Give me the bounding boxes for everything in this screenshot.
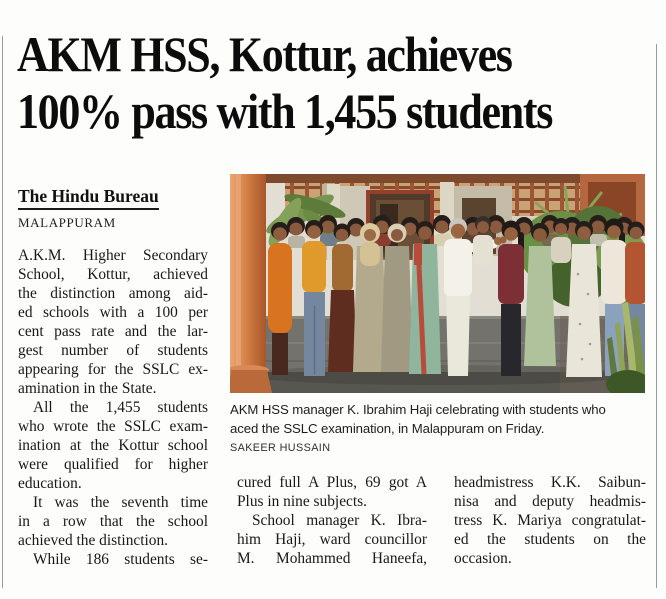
- article-line: School, Kottur, achieved: [18, 266, 208, 283]
- article-line: in a row that the school: [18, 513, 208, 530]
- article-line: were qualified for higher: [18, 456, 208, 473]
- byline: The Hindu Bureau MALAPPURAM: [18, 186, 208, 231]
- article-line: ed schools with a 100 per: [18, 304, 208, 321]
- article-line: occasion.: [454, 550, 512, 567]
- photo-woman-beige-hijab: [353, 223, 387, 372]
- photo-caption-line: aced the SSLC examination, in Malappuram…: [230, 421, 545, 436]
- photo-woman-green-saree: [409, 221, 441, 375]
- article-photo: [230, 174, 645, 393]
- article-line: cured full A Plus, 69 got A: [237, 474, 427, 491]
- photo-crowd: [268, 216, 645, 377]
- dateline-location: MALAPPURAM: [18, 215, 116, 230]
- article-column-left: A.K.M. Higher Secondary School, Kottur, …: [18, 246, 208, 569]
- article-column-middle: cured full A Plus, 69 got A Plus in nine…: [237, 473, 427, 568]
- page-right-rule: [656, 44, 657, 588]
- article-paragraph: A.K.M. Higher Secondary School, Kottur, …: [18, 246, 208, 398]
- article-line: achieved the distinction.: [18, 532, 169, 549]
- photo-girl-maroon: [498, 220, 524, 376]
- article-line: the distinction among aid-: [18, 285, 208, 302]
- article-line: While 186 students se-: [33, 551, 208, 568]
- photo-woman-orange: [268, 222, 292, 375]
- photo-girl-sage-dress: [524, 223, 556, 366]
- article-line: tress K. Mariya congratulat-: [454, 512, 646, 529]
- article-line: All the 1,455 students: [33, 399, 208, 416]
- article-line: appearing for the SSLC ex-: [18, 361, 208, 378]
- headline: AKM HSS, Kottur, achieves 100% pass with…: [17, 26, 665, 140]
- photo-credit: SAKEER HUSSAIN: [230, 442, 331, 454]
- photo-girl-floral-dress: [566, 221, 602, 377]
- byline-author: The Hindu Bureau: [18, 186, 159, 210]
- photo-caption: AKM HSS manager K. Ibrahim Haji celebrat…: [230, 400, 645, 454]
- article-paragraph: headmistress K.K. Saibun- nisa and deput…: [454, 473, 646, 568]
- photo-plant-bottom-right: [606, 302, 645, 393]
- photo-caption-line: AKM HSS manager K. Ibrahim Haji celebrat…: [230, 402, 606, 417]
- article-line: Plus in nine subjects.: [237, 493, 367, 510]
- article-line: amination in the State.: [18, 380, 157, 397]
- article-line: ination at the Kottur school: [18, 437, 208, 454]
- article-line: headmistress K.K. Saibun-: [454, 474, 646, 491]
- article-column-right: headmistress K.K. Saibun- nisa and deput…: [454, 473, 646, 568]
- article-paragraph: School manager K. Ibra- him Haji, ward c…: [237, 511, 427, 568]
- article-line: him Haji, ward councillor: [237, 531, 427, 548]
- headline-line-2: 100% pass with 1,455 students: [17, 83, 553, 139]
- article-line: cent pass rate and the lar-: [18, 323, 208, 340]
- page-left-rule: [2, 36, 3, 588]
- article-line: gest number of students: [18, 342, 208, 359]
- article-paragraph: While 186 students se-: [18, 550, 208, 569]
- article-line: ed the students on the: [454, 531, 646, 548]
- article-paragraph: cured full A Plus, 69 got A Plus in nine…: [237, 473, 427, 511]
- article-line: School manager K. Ibra-: [252, 512, 427, 529]
- photo-pillar: [230, 174, 272, 393]
- photo-woman-cream: [551, 218, 571, 263]
- photo-woman-brown-skirt: [328, 223, 357, 372]
- article-photo-block: AKM HSS manager K. Ibrahim Haji celebrat…: [230, 174, 645, 454]
- article-line: nisa and deputy headmis-: [454, 493, 646, 510]
- article-line: It was the seventh time: [33, 494, 208, 511]
- photo-man-behind: [473, 216, 493, 265]
- article-line: who wrote the SSLC exam-: [18, 418, 208, 435]
- article-line: education.: [18, 475, 82, 492]
- article-paragraph: It was the seventh time in a row that th…: [18, 493, 208, 550]
- photo-woman-mustard: [302, 220, 326, 376]
- article-line: M. Mohammed Haneefa,: [237, 550, 427, 567]
- article-line: A.K.M. Higher Secondary: [18, 247, 208, 264]
- headline-line-1: AKM HSS, Kottur, achieves: [17, 26, 513, 82]
- photo-woman-olive: [381, 223, 413, 372]
- article-paragraph: All the 1,455 students who wrote the SSL…: [18, 398, 208, 493]
